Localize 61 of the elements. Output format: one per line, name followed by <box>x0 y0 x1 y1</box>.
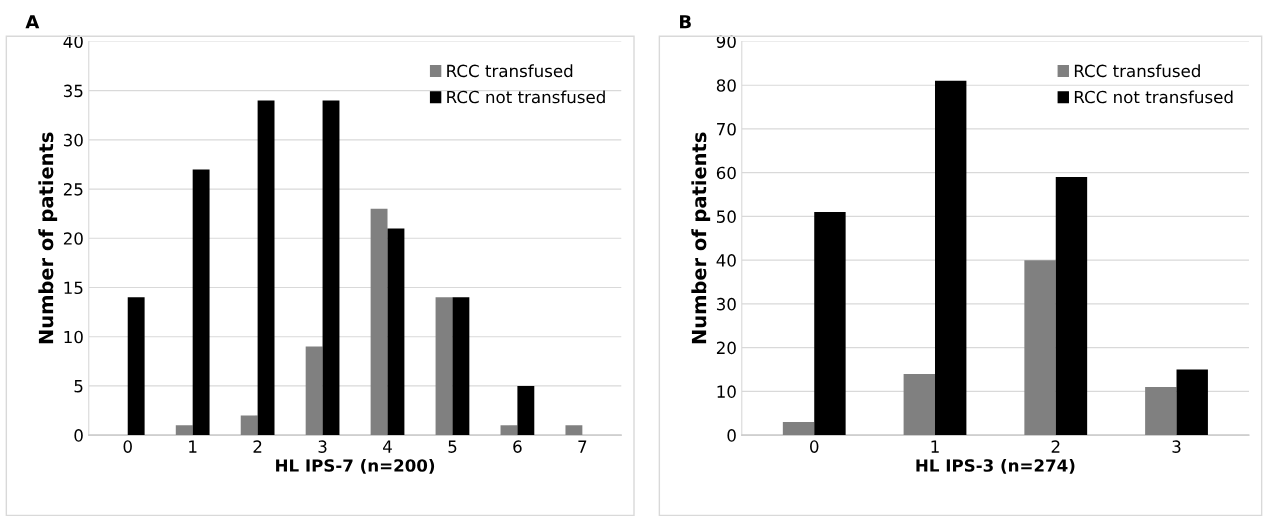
y-tick-label: 40 <box>716 254 736 267</box>
x-tick-label: 7 <box>578 440 587 453</box>
bar <box>500 425 518 436</box>
bar <box>240 415 258 436</box>
y-tick-label: 15 <box>64 281 83 295</box>
bar <box>565 425 583 436</box>
bar <box>305 346 323 436</box>
x-tick-label: 2 <box>253 440 262 453</box>
y-axis-title: Number of patients <box>38 132 58 344</box>
x-tick-label: 1 <box>189 440 197 453</box>
x-tick-label: 0 <box>123 440 132 453</box>
bar <box>935 80 967 436</box>
legend-label: RCC transfused <box>447 64 573 78</box>
y-tick-label: 20 <box>63 232 83 245</box>
bar <box>175 425 193 436</box>
bar <box>435 297 453 436</box>
x-axis-title: HL IPS-3 (n=274) <box>916 458 1075 474</box>
legend-label: RCC transfused <box>1074 64 1200 78</box>
y-tick-label: 60 <box>716 166 736 180</box>
y-tick-label: 25 <box>63 183 83 196</box>
bar <box>127 297 145 436</box>
y-tick-label: 5 <box>74 380 83 393</box>
bar <box>387 228 405 436</box>
y-tick-label: 20 <box>716 341 736 355</box>
x-tick-label: 0 <box>810 440 819 453</box>
y-tick-label: 0 <box>727 429 736 442</box>
legend-label: RCC not transfused <box>447 90 605 104</box>
chart-title: A <box>25 15 40 29</box>
x-tick-label: 5 <box>448 440 457 453</box>
x-tick-label: 2 <box>1051 440 1060 453</box>
x-tick-label: 4 <box>383 440 392 453</box>
x-tick-label: 3 <box>318 440 327 453</box>
bar <box>257 100 275 436</box>
y-tick-label: 10 <box>717 385 736 398</box>
x-axis-title: HL IPS-7 (n=200) <box>276 458 435 474</box>
y-tick-label: 70 <box>717 122 736 136</box>
chart-title: B <box>680 15 691 29</box>
bar <box>1055 177 1088 436</box>
legend-label: RCC not transfused <box>1074 90 1233 104</box>
bar <box>370 208 388 436</box>
x-tick-label: 1 <box>931 440 939 453</box>
y-tick-label: 10 <box>64 330 83 344</box>
bar <box>322 100 340 436</box>
bar <box>903 373 935 436</box>
bar <box>1176 369 1208 436</box>
bar <box>1145 387 1177 436</box>
x-tick-label: 6 <box>513 440 522 453</box>
y-tick-label: 0 <box>74 429 83 442</box>
bar <box>814 212 846 436</box>
bar <box>1024 260 1056 436</box>
y-tick-label: 80 <box>716 79 736 92</box>
x-tick-label: 3 <box>1172 440 1181 453</box>
y-tick-label: 30 <box>63 133 83 147</box>
y-axis-title: Number of patients <box>691 132 711 344</box>
bar <box>782 422 815 436</box>
bar <box>452 297 470 436</box>
y-tick-label: 30 <box>716 297 736 311</box>
bar <box>517 385 535 436</box>
bar <box>192 169 210 436</box>
y-tick-label: 35 <box>63 84 83 98</box>
y-tick-label: 50 <box>717 210 736 223</box>
